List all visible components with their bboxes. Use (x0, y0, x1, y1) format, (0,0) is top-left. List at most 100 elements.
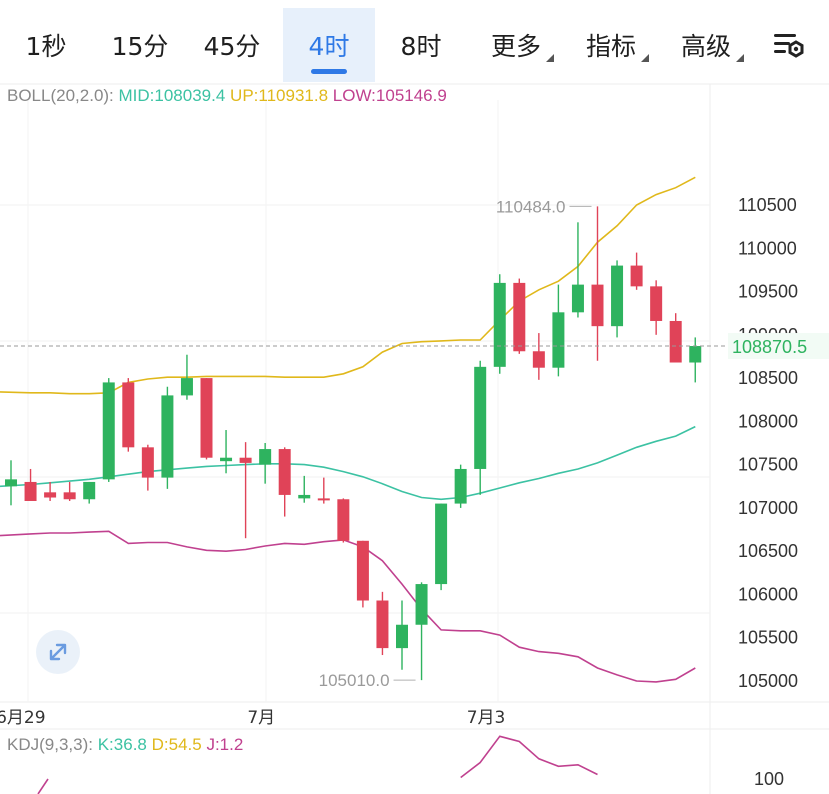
tab-label: 高级 (680, 32, 731, 61)
y-axis-tick-label: 105500 (738, 628, 798, 648)
candle (435, 503, 448, 591)
kdj-j-value: J:1.2 (206, 735, 244, 754)
y-axis-tick-label: 105000 (738, 671, 798, 691)
candle-body (200, 378, 213, 458)
candle-body (278, 449, 291, 495)
y-axis-tick-label: 109500 (738, 282, 798, 302)
candle-body (532, 351, 545, 368)
candle (513, 278, 526, 354)
candle (474, 360, 487, 495)
kdj-j-line (460, 735, 598, 779)
candle-body (669, 320, 682, 363)
expand-arrows-icon (49, 643, 67, 661)
boll-up-value: UP:110931.8 (230, 86, 329, 105)
boll-mid-line (0, 425, 696, 501)
candle (298, 475, 311, 503)
tab-0[interactable]: 1秒 (0, 8, 92, 82)
candle-body (141, 447, 154, 478)
candle (571, 222, 584, 318)
candle-body (44, 492, 57, 498)
timeframe-tab-bar: 1秒 15分 45分 4时 8时 更多 指标 高级 (0, 0, 829, 88)
dropdown-corner-icon (736, 54, 744, 62)
candle (532, 333, 545, 380)
kdj-k-value: K:36.8 (97, 735, 147, 754)
candle (63, 481, 76, 501)
tab-3[interactable]: 4时 (283, 8, 375, 82)
candle-body (611, 265, 624, 327)
candle (220, 430, 233, 474)
candle-body (122, 382, 135, 448)
candle (102, 378, 115, 482)
min-price-label: 105010.0 (319, 671, 390, 690)
boll-legend: BOLL(20,2.0): MID:108039.4 UP:110931.8 L… (7, 86, 447, 106)
candle-body (376, 600, 389, 649)
candle-body (415, 584, 428, 625)
boll-low-value: LOW:105146.9 (332, 86, 447, 105)
candle-body (396, 624, 408, 649)
candle (493, 274, 506, 374)
candle-body (435, 503, 448, 585)
candle-body (630, 265, 643, 287)
tab-label: 8时 (400, 32, 442, 61)
candle-body (180, 378, 193, 396)
tab-2[interactable]: 45分 (186, 8, 278, 82)
candle (552, 284, 565, 377)
candle-body (454, 468, 467, 504)
candle (259, 443, 272, 484)
tab-label: 45分 (203, 32, 261, 61)
candle (24, 468, 37, 501)
kdj-d-value: D:54.5 (151, 735, 202, 754)
candle-body (493, 282, 506, 367)
candle (317, 477, 330, 504)
candle-body (337, 499, 350, 541)
candle-body (220, 457, 233, 462)
chart-settings-button[interactable] (772, 30, 808, 62)
candle-body (552, 312, 565, 368)
candle-body (591, 284, 604, 327)
candle-body (102, 382, 115, 480)
tab-5[interactable]: 更多 (470, 8, 562, 82)
candle-body (356, 540, 369, 601)
tab-7[interactable]: 高级 (660, 8, 752, 82)
tab-label: 更多 (490, 32, 541, 61)
candle-body (298, 494, 311, 499)
expand-chart-button[interactable] (36, 630, 80, 674)
candle (141, 444, 154, 491)
dropdown-corner-icon (546, 54, 554, 62)
candle (630, 252, 643, 290)
tab-1[interactable]: 15分 (96, 8, 184, 82)
candle (669, 313, 682, 363)
candle-body (5, 479, 17, 487)
candle-body (161, 395, 174, 478)
tab-label: 15分 (111, 32, 169, 61)
chart-settings-icon (774, 34, 804, 58)
kdj-j-line-left (37, 778, 49, 794)
y-axis-tick-label: 107000 (738, 498, 798, 518)
candle (239, 442, 252, 539)
kdj-y-tick-label: 100 (754, 769, 784, 789)
candle-body (689, 346, 702, 363)
boll-up-line (0, 176, 696, 395)
y-axis-tick-label: 110500 (738, 195, 797, 215)
y-axis-tick-label: 106000 (738, 584, 798, 604)
tab-6[interactable]: 指标 (565, 8, 657, 82)
candle-body (83, 481, 96, 500)
boll-low-line (0, 530, 696, 683)
dropdown-corner-icon (641, 54, 649, 62)
y-axis-tick-label: 110000 (738, 238, 797, 258)
candle (454, 464, 467, 508)
candle-body (513, 282, 526, 352)
x-axis-date-label: 7月 (247, 708, 275, 728)
tab-4[interactable]: 8时 (376, 8, 466, 82)
kdj-legend: KDJ(9,3,3): K:36.8 D:54.5 J:1.2 (7, 735, 243, 755)
candle-body (571, 284, 584, 313)
candle-body (650, 286, 663, 321)
candle (591, 206, 604, 361)
y-axis-tick-label: 106500 (738, 541, 798, 561)
candle (83, 481, 96, 504)
candle (180, 354, 193, 400)
current-price-tag (728, 333, 829, 360)
y-axis-tick-label: 108500 (738, 368, 798, 388)
candle-body (24, 481, 37, 501)
